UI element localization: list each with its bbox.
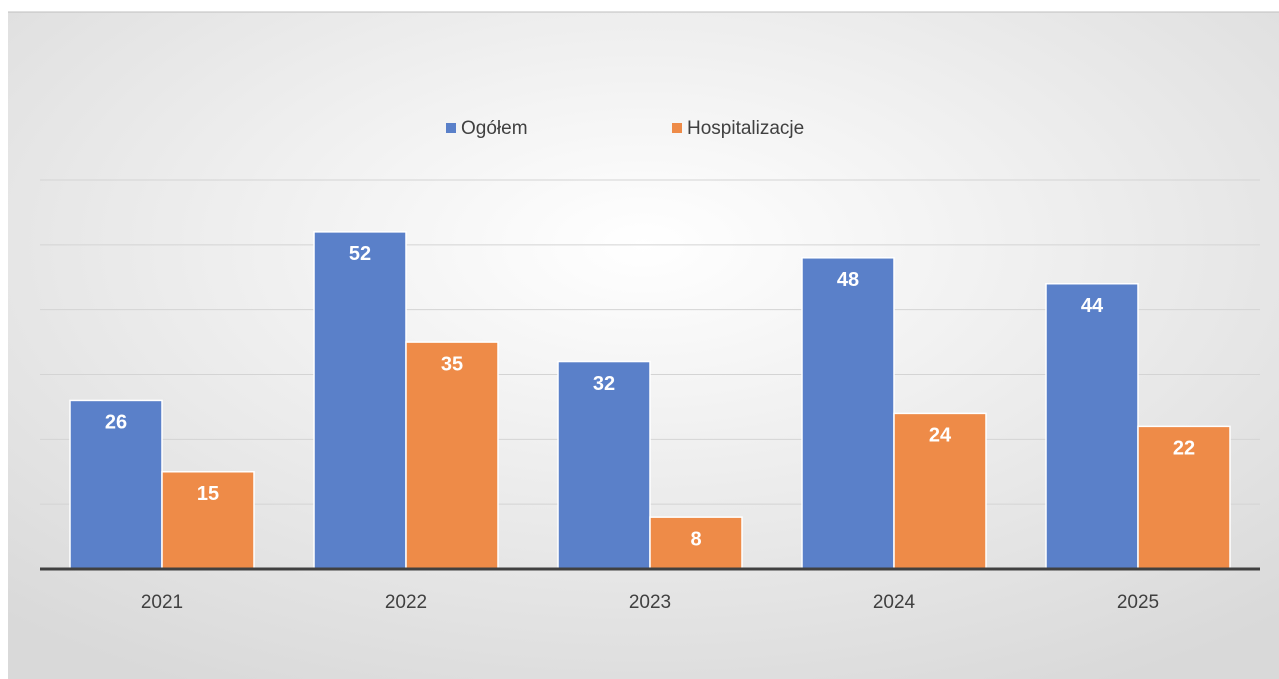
data-label: 8 — [690, 528, 701, 550]
legend-swatch — [446, 123, 456, 133]
x-tick-label: 2024 — [873, 592, 916, 613]
bar — [313, 231, 407, 570]
bar — [405, 341, 499, 570]
bar — [161, 471, 255, 570]
legend-label: Ogółem — [461, 118, 528, 139]
x-tick-label: 2021 — [141, 592, 183, 613]
data-label: 15 — [197, 483, 219, 505]
legend-label: Hospitalizacje — [687, 118, 804, 139]
bar — [649, 516, 743, 570]
data-label: 26 — [105, 412, 127, 434]
bar — [1045, 282, 1139, 570]
x-tick-label: 2025 — [1117, 592, 1159, 613]
bar — [1137, 425, 1231, 570]
data-label: 24 — [929, 425, 952, 447]
bar — [801, 257, 895, 570]
data-label: 44 — [1081, 295, 1104, 317]
legend-swatch — [672, 123, 682, 133]
data-label: 35 — [441, 353, 463, 375]
bar — [557, 360, 651, 570]
data-label: 32 — [593, 373, 615, 395]
bar — [893, 412, 987, 570]
data-label: 48 — [837, 269, 859, 291]
x-tick-label: 2023 — [629, 592, 671, 613]
x-tick-label: 2022 — [385, 592, 427, 613]
data-label: 52 — [349, 243, 371, 265]
data-label: 22 — [1173, 438, 1195, 460]
